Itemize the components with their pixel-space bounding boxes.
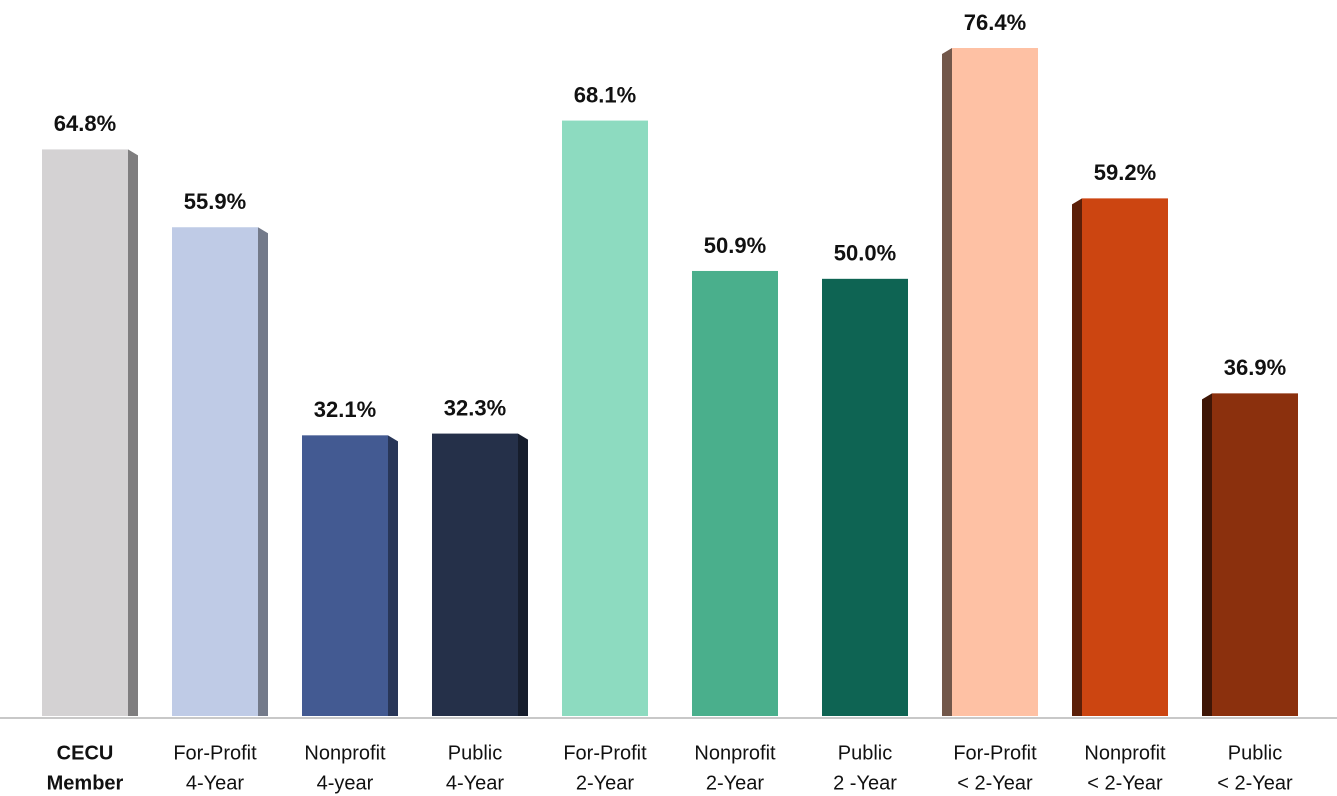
x-tick-label: < 2-Year xyxy=(1217,772,1293,794)
value-label: 36.9% xyxy=(1224,355,1286,380)
bar xyxy=(562,120,648,716)
x-tick-label: Member xyxy=(47,772,124,794)
value-label: 55.9% xyxy=(184,189,246,214)
x-tick-label: Public xyxy=(448,742,502,764)
value-label: 50.0% xyxy=(834,241,896,266)
bar xyxy=(172,227,258,716)
bar xyxy=(1082,198,1168,716)
value-label: 76.4% xyxy=(964,10,1026,35)
x-tick-label: 4-year xyxy=(317,772,374,794)
value-label: 68.1% xyxy=(574,82,636,107)
bar xyxy=(302,435,388,716)
x-tick-label: For-Profit xyxy=(173,742,257,764)
bar xyxy=(42,149,128,717)
x-tick-label: 4-Year xyxy=(446,772,505,794)
x-tick-label: For-Profit xyxy=(953,742,1037,764)
bar-side xyxy=(518,433,528,716)
x-tick-label: Nonprofit xyxy=(694,742,776,764)
bar-side xyxy=(1072,198,1082,716)
bar-side xyxy=(1202,393,1212,716)
bar-side xyxy=(128,149,138,717)
x-tick-label: < 2-Year xyxy=(1087,772,1163,794)
x-tick-label: < 2-Year xyxy=(957,772,1033,794)
x-tick-label: 2-Year xyxy=(576,772,635,794)
x-tick-label: 2 -Year xyxy=(833,772,897,794)
value-label: 64.8% xyxy=(54,111,116,136)
bar xyxy=(1212,393,1298,716)
x-tick-label: Public xyxy=(838,742,892,764)
bar xyxy=(692,270,778,716)
bar xyxy=(432,433,518,716)
value-label: 59.2% xyxy=(1094,160,1156,185)
x-tick-label: 4-Year xyxy=(186,772,245,794)
bar-side xyxy=(258,227,268,716)
x-tick-label: Nonprofit xyxy=(1084,742,1166,764)
bar-side xyxy=(942,48,952,716)
x-tick-label: Public xyxy=(1228,742,1282,764)
value-label: 32.1% xyxy=(314,397,376,422)
bar xyxy=(822,278,908,716)
x-tick-label: Nonprofit xyxy=(304,742,386,764)
x-tick-label: For-Profit xyxy=(563,742,647,764)
x-tick-label: CECU xyxy=(57,742,114,764)
value-label: 50.9% xyxy=(704,233,766,258)
value-label: 32.3% xyxy=(444,395,506,420)
bar-side xyxy=(388,435,398,716)
bar xyxy=(952,48,1038,716)
x-tick-label: 2-Year xyxy=(706,772,765,794)
